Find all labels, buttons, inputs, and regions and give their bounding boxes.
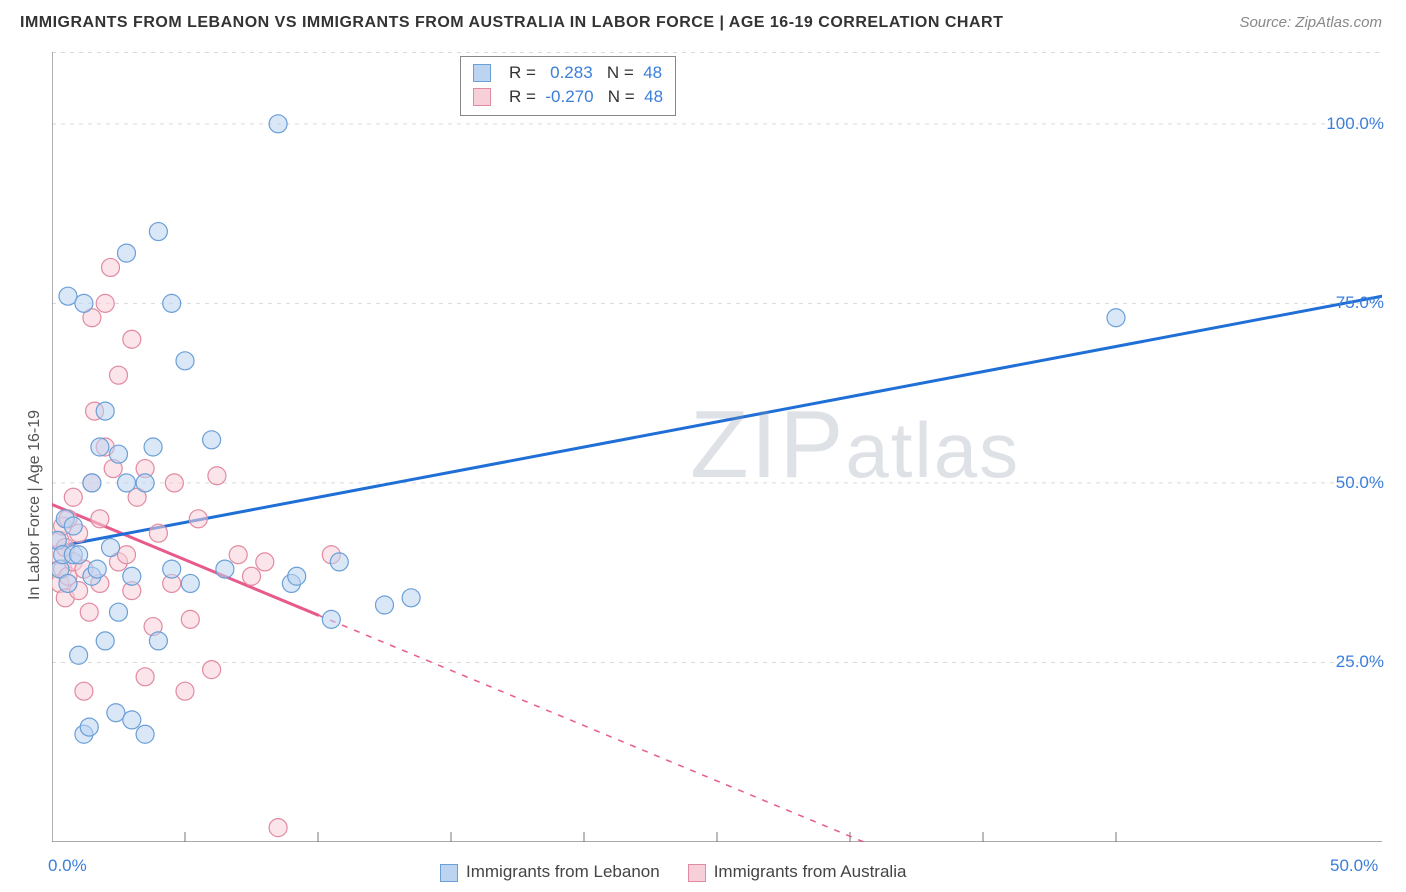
y-tick-label: 50.0%: [1336, 473, 1384, 493]
series-legend: Immigrants from Lebanon Immigrants from A…: [440, 862, 906, 882]
y-axis-label: In Labor Force | Age 16-19: [26, 410, 44, 600]
legend-label: Immigrants from Lebanon: [466, 862, 660, 881]
y-tick-label: 100.0%: [1326, 114, 1384, 134]
correlation-legend-box: R = 0.283 N = 48R = -0.270 N = 48: [460, 56, 676, 116]
y-tick-label: 25.0%: [1336, 652, 1384, 672]
legend-label: Immigrants from Australia: [714, 862, 907, 881]
legend-swatch: [688, 864, 706, 882]
chart-container: IMMIGRANTS FROM LEBANON VS IMMIGRANTS FR…: [0, 0, 1406, 892]
legend-swatch: [473, 88, 491, 106]
correlation-text: R = 0.283 N = 48: [509, 61, 662, 85]
chart-title: IMMIGRANTS FROM LEBANON VS IMMIGRANTS FR…: [20, 14, 1003, 32]
watermark: ZIPatlas: [690, 390, 1020, 500]
legend-item: Immigrants from Australia: [688, 862, 907, 882]
legend-item: Immigrants from Lebanon: [440, 862, 660, 882]
legend-swatch: [440, 864, 458, 882]
correlation-text: R = -0.270 N = 48: [509, 85, 663, 109]
source-attribution: Source: ZipAtlas.com: [1239, 14, 1382, 31]
legend-swatch: [473, 64, 491, 82]
y-tick-label: 75.0%: [1336, 293, 1384, 313]
x-tick-label: 50.0%: [1330, 856, 1378, 876]
correlation-row: R = -0.270 N = 48: [473, 85, 663, 109]
x-tick-label: 0.0%: [48, 856, 87, 876]
correlation-row: R = 0.283 N = 48: [473, 61, 663, 85]
